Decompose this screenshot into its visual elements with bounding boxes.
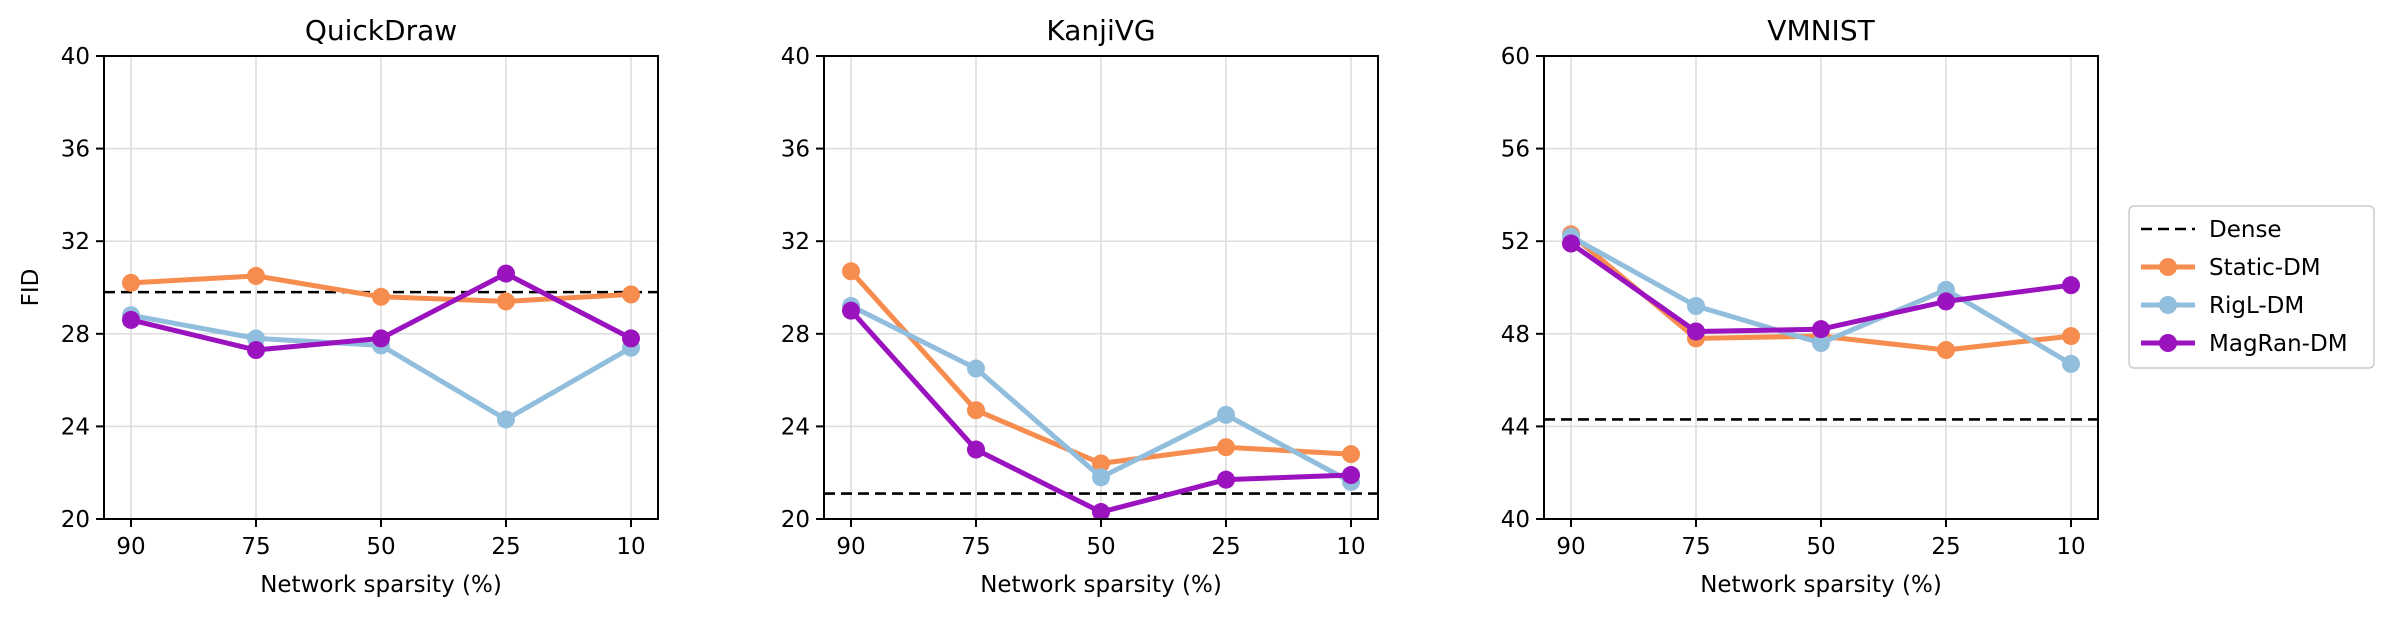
quickdraw-series-static-dm-point-1 (247, 266, 265, 285)
quickdraw-xtick-label-2: 50 (366, 534, 395, 560)
panel-vmnist: 40 44 48 52 56 60 90 75 50 25 10 VMNIST Network spar… (1501, 14, 2099, 598)
vmnist-xtick-label-2: 50 (1806, 534, 1835, 560)
vmnist-ytick-label-0: 40 (1501, 507, 1530, 533)
vmnist-xtick-label-1: 75 (1681, 534, 1710, 560)
panel-kanjivg: 20 24 28 32 36 40 90 75 50 25 10 KanjiVG Network spa… (781, 14, 1379, 598)
legend-entry-magran-dm-marker (2159, 334, 2177, 352)
quickdraw-ytick-label-4: 36 (61, 137, 90, 163)
vmnist-series-rigl-dm-point-4 (2062, 354, 2080, 373)
quickdraw-xtick-label-3: 25 (491, 534, 520, 560)
legend-entry-dense-label: Dense (2209, 217, 2282, 243)
kanjivg-series-magran-dm-point-2 (1092, 503, 1110, 519)
vmnist-title: VMNIST (1767, 14, 1875, 47)
vmnist-xtick-label-4: 10 (2056, 534, 2085, 560)
kanjivg-ytick-label-3: 32 (781, 229, 810, 255)
kanjivg-ytick-label-1: 24 (781, 414, 810, 440)
kanjivg-series-rigl-dm-point-3 (1217, 405, 1235, 424)
quickdraw-ytick-label-2: 28 (61, 322, 90, 348)
quickdraw-ytick-label-3: 32 (61, 229, 90, 255)
vmnist-series-rigl-dm-point-1 (1687, 297, 1705, 316)
vmnist-series-magran-dm-point-1 (1687, 322, 1705, 341)
quickdraw-ytick-label-1: 24 (61, 414, 90, 440)
quickdraw-title: QuickDraw (305, 14, 457, 47)
quickdraw-series-static-dm-point-3 (497, 292, 515, 311)
vmnist-ytick-label-3: 52 (1501, 229, 1530, 255)
vmnist-ytick-label-4: 56 (1501, 137, 1530, 163)
vmnist-series-magran-dm-point-4 (2062, 276, 2080, 295)
vmnist-ytick-label-1: 44 (1501, 414, 1530, 440)
panel-quickdraw: 20 24 28 32 36 40 90 75 50 25 10 QuickDraw Network s… (18, 14, 659, 598)
quickdraw-xtick-label-0: 90 (116, 534, 145, 560)
kanjivg-series-magran-dm-point-0 (842, 301, 860, 320)
legend-entry-magran-dm-label: MagRan-DM (2209, 331, 2348, 357)
quickdraw-xtick-label-4: 10 (616, 534, 645, 560)
quickdraw-series-magran-dm-point-2 (372, 329, 390, 348)
vmnist-xlabel: Network sparsity (%) (1700, 572, 1942, 598)
kanjivg-series-rigl-dm-point-1 (967, 359, 985, 378)
quickdraw-series-static-dm-point-4 (622, 285, 640, 304)
quickdraw-series-static-dm-point-0 (122, 273, 140, 292)
legend-entry-static-dm-marker (2159, 258, 2177, 276)
vmnist-series-magran-dm-point-3 (1937, 292, 1955, 311)
quickdraw-series-group (122, 264, 640, 429)
kanjivg-xlabel: Network sparsity (%) (980, 572, 1222, 598)
kanjivg-ytick-label-2: 28 (781, 322, 810, 348)
kanjivg-series-group (842, 262, 1360, 519)
kanjivg-series-static-dm-point-4 (1342, 445, 1360, 464)
kanjivg-ytick-label-5: 40 (781, 44, 810, 70)
quickdraw-ytick-label-5: 40 (61, 44, 90, 70)
kanjivg-series-static-dm-point-1 (967, 401, 985, 420)
kanjivg-series-static-dm-point-0 (842, 262, 860, 281)
quickdraw-series-rigl-dm-point-3 (497, 410, 515, 429)
vmnist-series-group (1562, 225, 2080, 373)
vmnist-ytick-label-5: 60 (1501, 44, 1530, 70)
quickdraw-ylabel: FID (18, 269, 44, 307)
kanjivg-series-static-dm-point-3 (1217, 438, 1235, 457)
kanjivg-xtick-label-0: 90 (836, 534, 865, 560)
quickdraw-series-magran-dm-point-0 (122, 310, 140, 329)
kanjivg-ytick-label-0: 20 (781, 507, 810, 533)
vmnist-series-static-dm-point-4 (2062, 327, 2080, 346)
kanjivg-series-magran-dm-point-4 (1342, 466, 1360, 485)
quickdraw-series-magran-dm-point-3 (497, 264, 515, 283)
kanjivg-title: KanjiVG (1046, 14, 1155, 47)
kanjivg-series-static-dm-point-2 (1092, 454, 1110, 473)
vmnist-xtick-label-0: 90 (1556, 534, 1585, 560)
legend: Dense Static-DM RigL-DM MagRan-DM (2128, 205, 2375, 369)
vmnist-series-static-dm-point-3 (1937, 341, 1955, 360)
kanjivg-series-rigl-dm-point-2 (1092, 468, 1110, 487)
quickdraw-series-magran-dm-point-4 (622, 329, 640, 348)
kanjivg-xtick-label-4: 10 (1336, 534, 1365, 560)
quickdraw-xlabel: Network sparsity (%) (260, 572, 502, 598)
vmnist-series-magran-dm-point-2 (1812, 320, 1830, 339)
legend-entry-rigl-dm-marker (2159, 296, 2177, 314)
kanjivg-xtick-label-1: 75 (961, 534, 990, 560)
vmnist-series-rigl-dm-point-2 (1812, 334, 1830, 353)
quickdraw-series-magran-dm-point-1 (247, 341, 265, 360)
vmnist-xtick-label-3: 25 (1931, 534, 1960, 560)
vmnist-ytick-label-2: 48 (1501, 322, 1530, 348)
legend-entry-rigl-dm-label: RigL-DM (2209, 293, 2304, 319)
kanjivg-xtick-label-2: 50 (1086, 534, 1115, 560)
kanjivg-ytick-label-4: 36 (781, 137, 810, 163)
quickdraw-series-static-dm-point-2 (372, 287, 390, 306)
kanjivg-series-magran-dm-point-1 (967, 440, 985, 459)
legend-frame (2128, 205, 2375, 369)
kanjivg-series-magran-dm-point-3 (1217, 470, 1235, 489)
legend-entry-static-dm-label: Static-DM (2209, 255, 2321, 281)
kanjivg-xtick-label-3: 25 (1211, 534, 1240, 560)
quickdraw-ytick-label-0: 20 (61, 507, 90, 533)
quickdraw-xtick-label-1: 75 (241, 534, 270, 560)
vmnist-series-magran-dm-point-0 (1562, 234, 1580, 253)
